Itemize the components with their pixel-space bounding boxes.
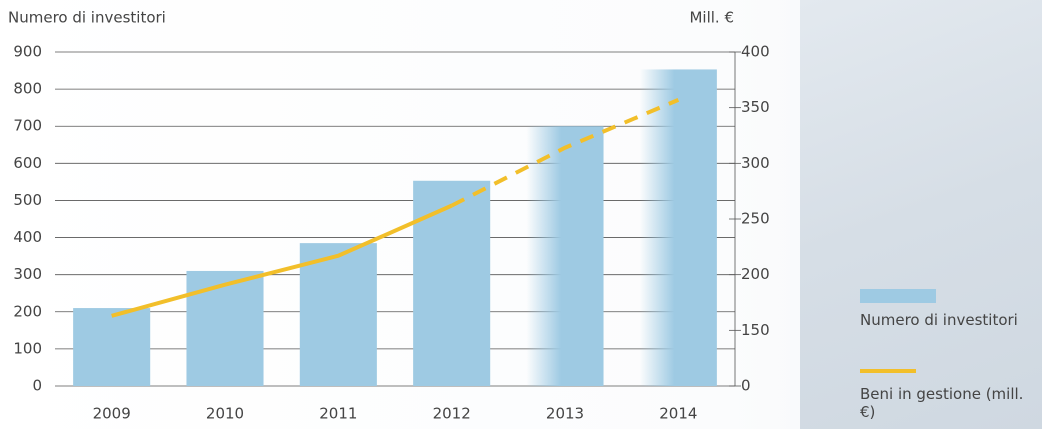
y-tick-label: 700 xyxy=(13,117,42,135)
y-tick-label: 200 xyxy=(13,302,42,320)
side-panel xyxy=(800,0,1042,429)
x-tick-label: 2014 xyxy=(659,405,697,423)
y2-tick-label: 300 xyxy=(741,154,770,172)
legend-swatch xyxy=(860,369,916,373)
y2-tick-label: 200 xyxy=(741,265,770,283)
chart: Numero di investitori Mill. € 0 100 200 300… xyxy=(0,0,800,429)
bar xyxy=(73,308,150,386)
x-tick-label: 2011 xyxy=(319,405,357,423)
y-tick-label: 400 xyxy=(13,228,42,246)
line xyxy=(112,206,452,316)
page: Numero di investitori Mill. € 0 100 200 300… xyxy=(0,0,1042,429)
y-tick-label: 600 xyxy=(13,154,42,172)
legend-line: Beni in gestione (mill. €) xyxy=(860,369,1030,421)
bar xyxy=(413,181,490,386)
y-axis-label: Numero di investitori xyxy=(8,9,166,27)
legend-label: Beni in gestione (mill. €) xyxy=(860,385,1030,421)
x-tick-label: 2009 xyxy=(93,405,131,423)
y2-tick-label: 250 xyxy=(741,210,770,228)
y2-tick-label: 150 xyxy=(741,321,770,339)
y-tick-label: 800 xyxy=(13,80,42,98)
x-tick-label: 2010 xyxy=(206,405,244,423)
x-tick-label: 2013 xyxy=(546,405,584,423)
y-tick-label: 0 xyxy=(32,377,42,395)
y-tick-label: 100 xyxy=(13,339,42,357)
y-tick-label: 300 xyxy=(13,265,42,283)
bar xyxy=(186,271,263,386)
x-tick-label: 2012 xyxy=(433,405,471,423)
y2-tick-label: 350 xyxy=(741,98,770,116)
legend-swatch xyxy=(860,289,936,303)
y-tick-label: 500 xyxy=(13,191,42,209)
y2-tick-label: 400 xyxy=(741,43,770,61)
bar xyxy=(640,69,717,386)
y2-axis-label: Mill. € xyxy=(689,9,734,27)
y-tick-label: 900 xyxy=(13,43,42,61)
bar xyxy=(526,126,603,386)
legend-label: Numero di investitori xyxy=(860,311,1040,329)
legend-bar: Numero di investitori xyxy=(860,289,1040,329)
y2-tick-label: 0 xyxy=(741,377,751,395)
